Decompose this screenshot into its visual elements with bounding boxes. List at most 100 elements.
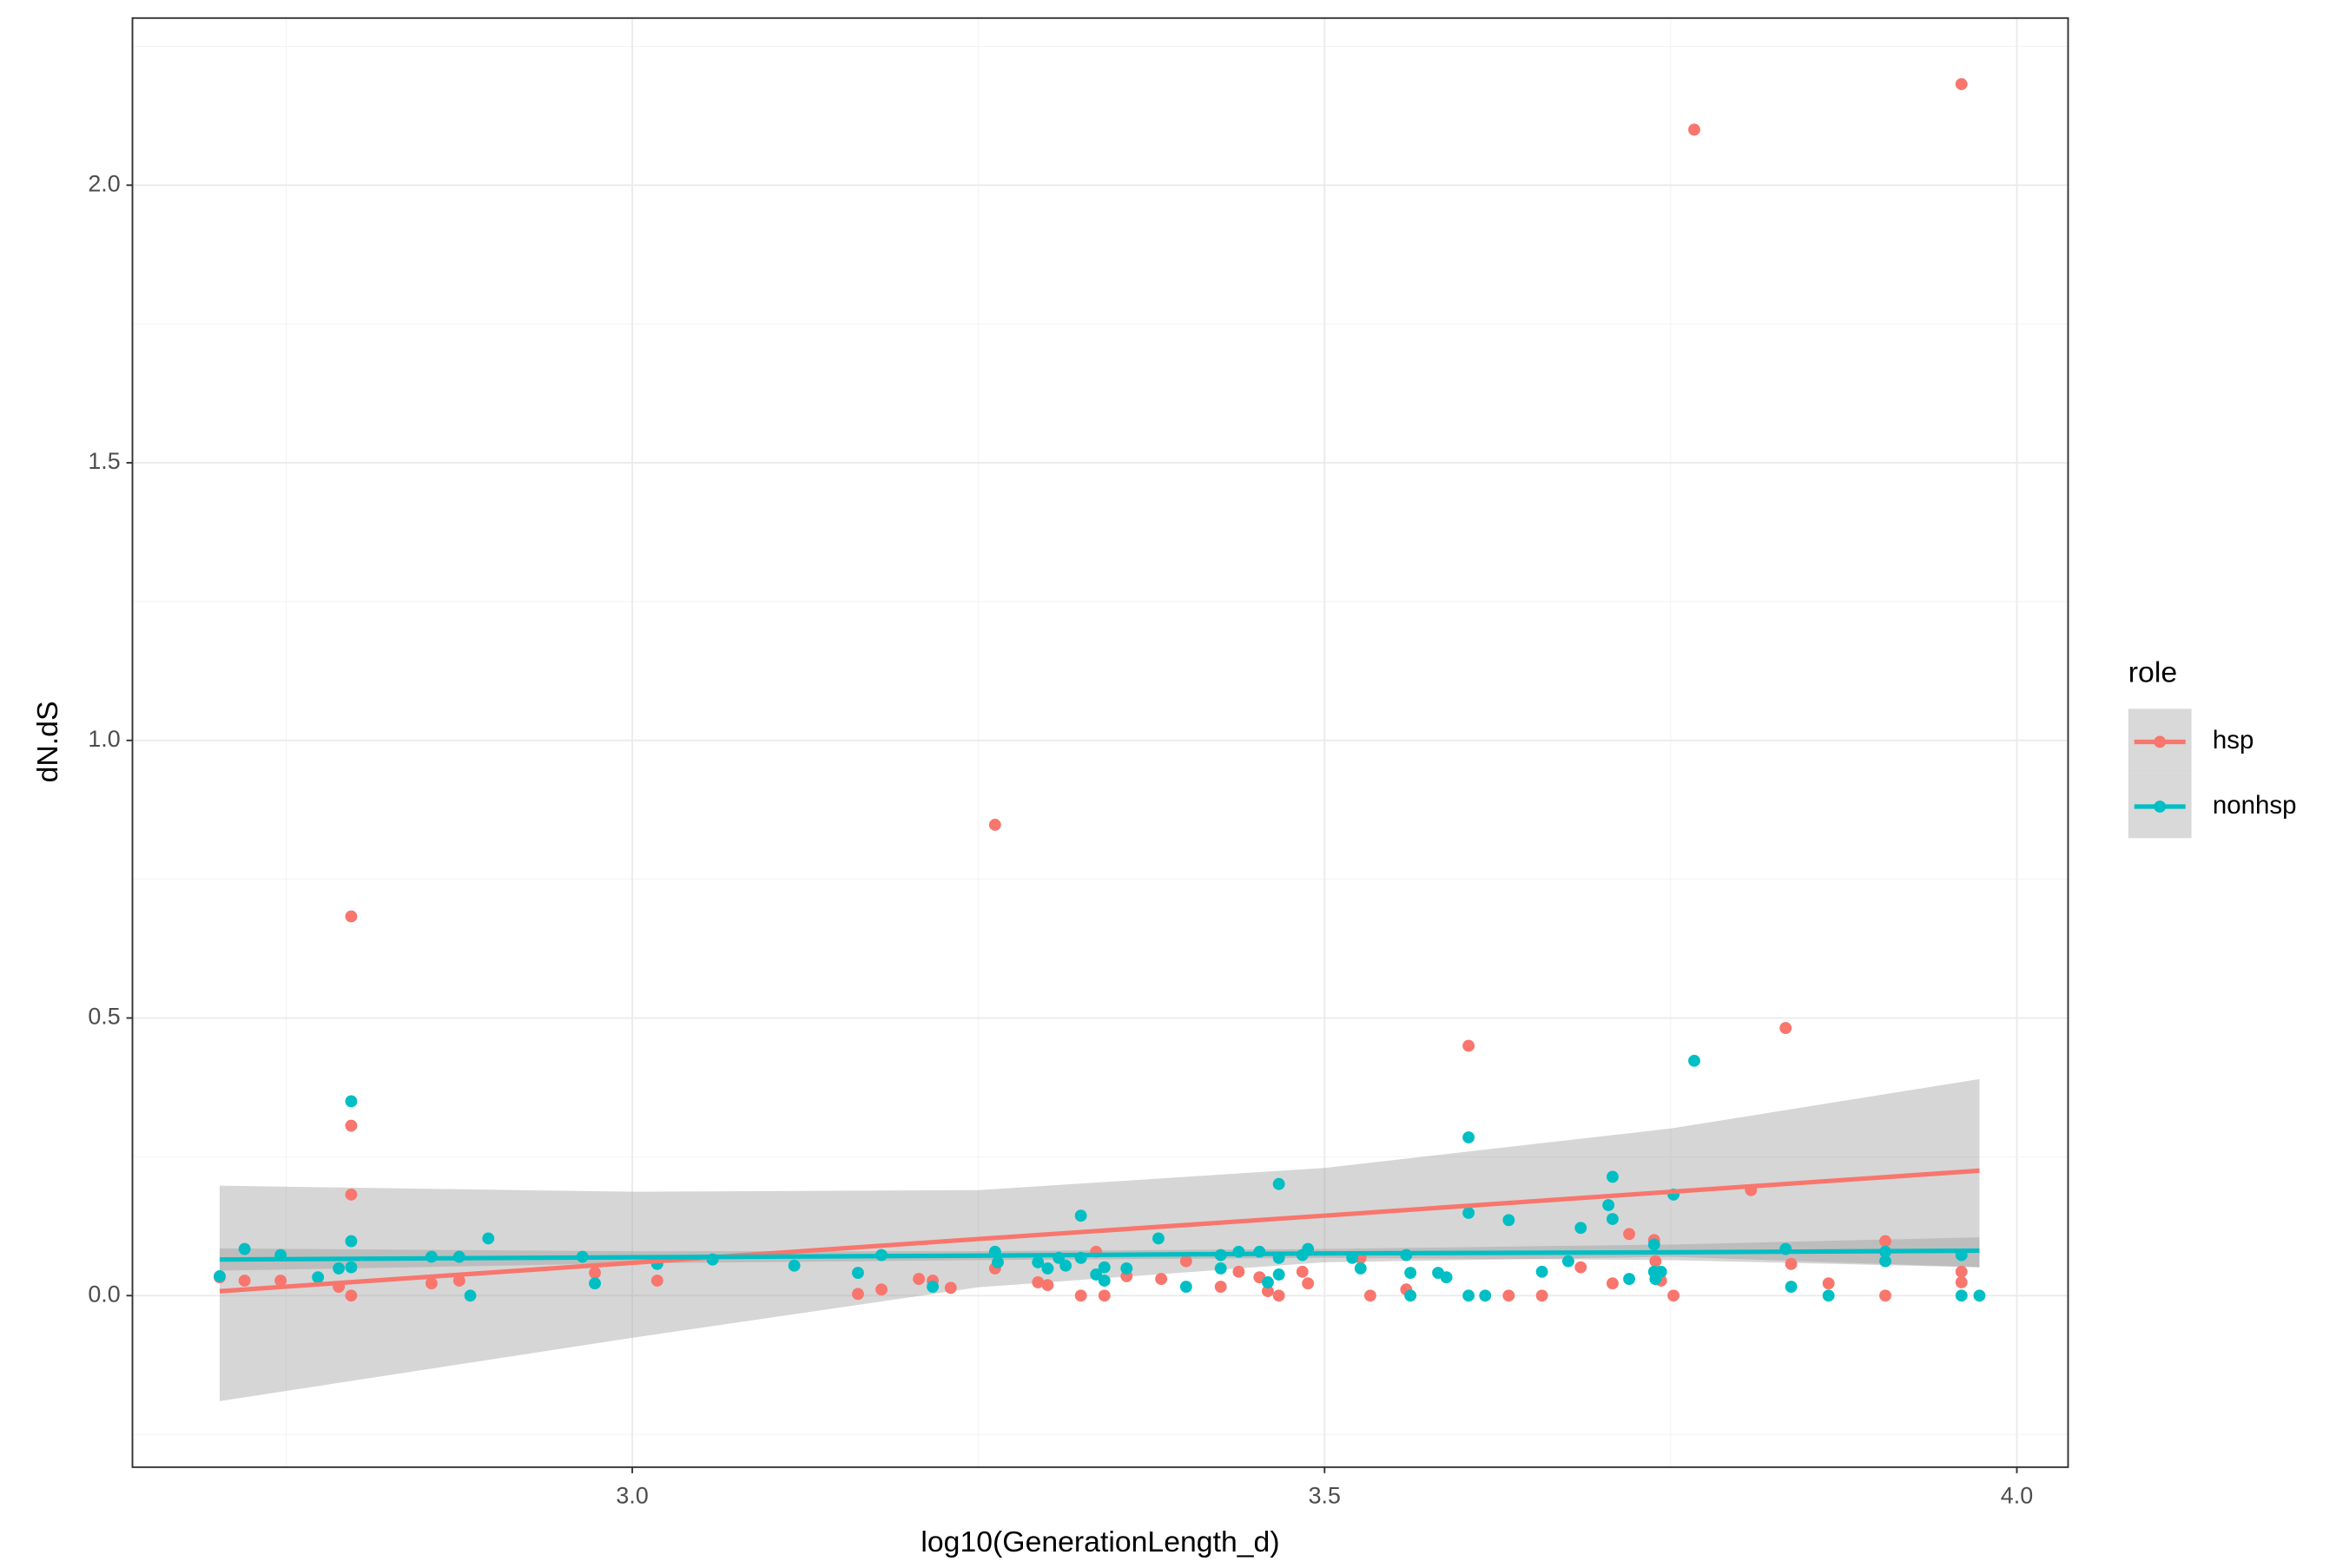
point	[333, 1262, 346, 1275]
point	[1602, 1199, 1615, 1211]
point	[1404, 1289, 1417, 1302]
y-tick-label: 1.0	[88, 726, 120, 752]
confidence-band	[219, 1078, 1980, 1401]
point	[345, 1261, 358, 1274]
legend: role hsp nonhsp	[2128, 656, 2297, 839]
point	[1688, 123, 1700, 136]
legend-label: nonhsp	[2213, 791, 2297, 820]
point	[650, 1275, 663, 1287]
point	[1462, 1207, 1475, 1219]
point	[988, 819, 1001, 831]
point	[1261, 1275, 1274, 1288]
y-tick-label: 0.0	[88, 1281, 120, 1307]
point	[1955, 1265, 1968, 1278]
legend-key-point	[2154, 735, 2167, 748]
point	[1462, 1131, 1475, 1143]
point	[345, 1235, 358, 1248]
legend-key-point	[2154, 800, 2167, 813]
point	[214, 1269, 226, 1282]
legend-label: hsp	[2213, 726, 2254, 754]
x-tick-label: 3.0	[616, 1483, 648, 1509]
point	[1649, 1255, 1662, 1268]
point	[1261, 1285, 1274, 1298]
point	[1302, 1277, 1315, 1290]
point	[1955, 1275, 1968, 1288]
point	[1479, 1289, 1492, 1302]
point	[1606, 1213, 1619, 1225]
x-axis-title: log10(GenerationLength_d)	[921, 1525, 1279, 1558]
point	[1440, 1271, 1453, 1284]
x-tick-label: 3.5	[1309, 1483, 1341, 1509]
point	[1404, 1267, 1417, 1279]
point	[1647, 1238, 1660, 1251]
point	[1561, 1255, 1574, 1268]
point	[1090, 1268, 1103, 1281]
point	[1785, 1281, 1798, 1293]
panel-border	[131, 16, 2069, 1468]
grid	[132, 17, 2069, 1467]
point	[482, 1232, 495, 1245]
point	[1214, 1281, 1227, 1293]
point	[1654, 1265, 1667, 1278]
point	[1296, 1265, 1309, 1278]
point	[345, 1289, 358, 1302]
point	[1032, 1275, 1045, 1288]
point	[238, 1242, 251, 1255]
axes: 3.0 3.5 4.0 0.0 0.5 1.0 1.5 2.0	[88, 170, 2033, 1508]
point	[944, 1281, 957, 1295]
point	[1606, 1170, 1619, 1183]
point	[1098, 1275, 1111, 1287]
point	[1822, 1289, 1835, 1302]
y-tick-label: 2.0	[88, 170, 120, 196]
fit-line	[219, 1168, 1980, 1294]
point	[452, 1275, 465, 1287]
point	[274, 1275, 287, 1287]
point	[1779, 1022, 1792, 1034]
point	[852, 1288, 864, 1301]
point	[1535, 1265, 1548, 1278]
point	[913, 1273, 926, 1286]
point	[1955, 1289, 1968, 1302]
point	[1074, 1209, 1087, 1222]
point	[1502, 1289, 1515, 1302]
point	[1041, 1279, 1054, 1292]
point	[1059, 1259, 1072, 1272]
point	[1535, 1289, 1548, 1302]
point	[927, 1281, 940, 1293]
fit-line	[219, 1248, 1980, 1262]
y-tick-label: 0.5	[88, 1004, 120, 1030]
point	[1688, 1054, 1700, 1067]
point	[1354, 1262, 1367, 1275]
point	[464, 1289, 477, 1302]
point	[589, 1267, 601, 1279]
point	[1462, 1289, 1475, 1302]
point	[1155, 1273, 1168, 1286]
point	[852, 1267, 864, 1279]
point	[1232, 1265, 1245, 1278]
point	[1879, 1255, 1891, 1268]
point	[589, 1277, 601, 1290]
point	[1502, 1214, 1515, 1227]
point	[1098, 1289, 1111, 1302]
point	[1120, 1262, 1133, 1275]
point	[1574, 1222, 1587, 1235]
legend-title: role	[2128, 656, 2177, 688]
point	[1955, 77, 1968, 90]
point	[1272, 1268, 1285, 1281]
point	[1214, 1262, 1227, 1275]
point	[425, 1277, 438, 1290]
y-tick-label: 1.5	[88, 448, 120, 474]
point	[345, 1188, 358, 1201]
x-tick-label: 4.0	[2001, 1483, 2033, 1509]
point	[1574, 1261, 1587, 1274]
point	[1879, 1289, 1891, 1302]
point	[1179, 1255, 1192, 1268]
point	[1152, 1232, 1165, 1245]
lines	[219, 1168, 1980, 1294]
point	[992, 1255, 1004, 1268]
point	[1667, 1289, 1680, 1302]
point	[345, 910, 358, 923]
point	[1363, 1289, 1376, 1302]
point	[1623, 1228, 1635, 1241]
